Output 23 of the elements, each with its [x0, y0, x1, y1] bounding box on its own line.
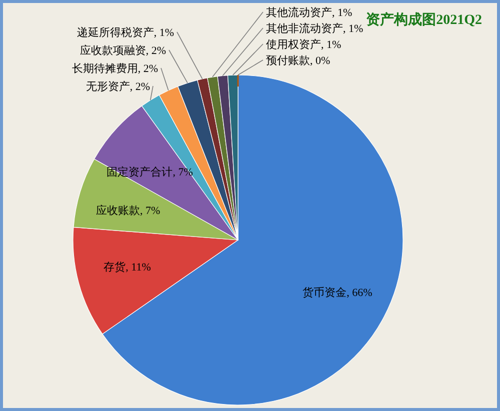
data-label: , 11% [126, 262, 151, 274]
slice-label: 使用权资产 [266, 38, 321, 51]
slice-label: 无形资产 [86, 80, 130, 93]
data-label: , 2% [130, 81, 150, 93]
slice-label: 应收账款 [96, 204, 140, 218]
legend-label: 预付账款 [266, 55, 310, 67]
data-label: , 1% [154, 27, 174, 39]
slice-label: 长期待摊费用 [72, 62, 138, 75]
slice-label: 货币资金 [302, 286, 347, 300]
data-label: , 2% [138, 63, 158, 75]
text: , 0% [310, 55, 330, 67]
data-label: , 1% [343, 23, 364, 35]
slice-label: 存货 [104, 262, 126, 274]
data-label: , 1% [332, 7, 352, 19]
chart-title: 资产构成图2021Q2 [366, 11, 482, 28]
slice-label: 递延所得税资产 [76, 26, 154, 39]
data-label: , 7% [140, 205, 160, 218]
slice-label: 应收款项融资 [80, 44, 146, 57]
slice-label: 其他流动资产 [266, 6, 332, 19]
data-label: , 2% [146, 45, 166, 57]
slice-label: 其他非流动资产 [266, 22, 343, 35]
data-label: , 66% [346, 287, 372, 300]
data-label: , 1% [321, 39, 342, 51]
